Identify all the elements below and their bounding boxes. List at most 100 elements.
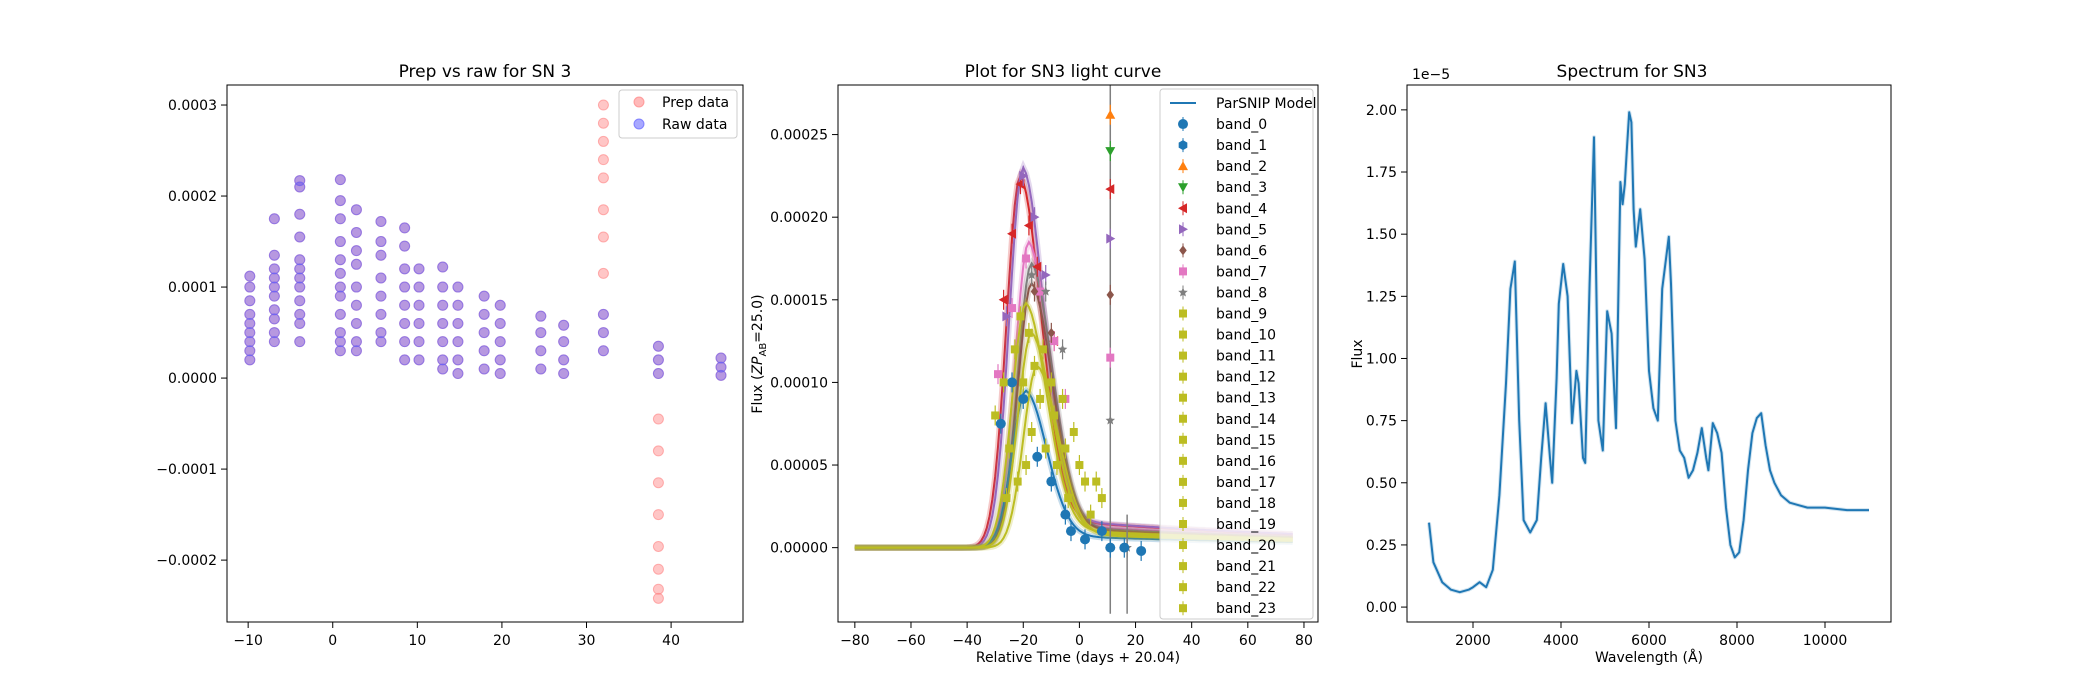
data-point bbox=[334, 174, 346, 186]
data-point bbox=[597, 231, 609, 243]
observation-marker bbox=[1010, 345, 1019, 354]
x-tick-label: 4000 bbox=[1543, 633, 1579, 649]
data-point bbox=[652, 477, 664, 489]
observation-marker bbox=[1060, 509, 1071, 520]
legend-label: band_0 bbox=[1216, 117, 1267, 133]
legend-label: band_11 bbox=[1216, 349, 1276, 365]
data-point bbox=[375, 308, 387, 320]
legend-label: band_9 bbox=[1216, 307, 1267, 323]
observation-marker bbox=[1075, 461, 1084, 470]
data-point bbox=[413, 336, 425, 348]
legend-marker bbox=[1179, 541, 1187, 550]
y-tick-label: −0.0001 bbox=[156, 462, 217, 478]
data-point bbox=[535, 310, 547, 322]
observation-marker bbox=[1097, 494, 1106, 503]
data-point bbox=[294, 295, 306, 307]
data-point bbox=[334, 267, 346, 279]
x-tick-label: 10 bbox=[408, 633, 426, 649]
data-point bbox=[244, 295, 256, 307]
observation-marker bbox=[1086, 510, 1095, 519]
legend-marker bbox=[1179, 456, 1187, 465]
x-tick-label: 60 bbox=[1239, 633, 1257, 649]
data-point bbox=[334, 345, 346, 357]
legend-label: band_19 bbox=[1216, 517, 1276, 533]
data-point bbox=[597, 204, 609, 216]
data-point bbox=[350, 299, 362, 311]
data-point bbox=[244, 354, 256, 366]
y-tick-label: 1.00 bbox=[1366, 351, 1397, 367]
observation-marker bbox=[1005, 444, 1014, 453]
x-tick-label: 10000 bbox=[1803, 633, 1848, 649]
legend-marker bbox=[1179, 414, 1187, 423]
observation-marker bbox=[1016, 312, 1025, 321]
data-point bbox=[268, 263, 280, 275]
data-point bbox=[715, 369, 727, 381]
x-tick-label: 20 bbox=[493, 633, 511, 649]
x-tick-label: −80 bbox=[840, 633, 870, 649]
plot-area bbox=[244, 99, 727, 604]
legend-label: band_7 bbox=[1216, 264, 1267, 280]
legend-label: band_12 bbox=[1216, 370, 1276, 386]
legend-marker bbox=[1179, 604, 1187, 613]
plot-area bbox=[1427, 110, 1869, 595]
tick-layer: 2000 4000 6000 8000 10000 0.00 0.25 0.50 0.75 1.0… bbox=[1366, 103, 1847, 649]
data-point bbox=[652, 583, 664, 595]
legend-label: band_8 bbox=[1216, 285, 1267, 301]
legend-marker bbox=[1178, 119, 1188, 130]
legend-marker bbox=[1179, 245, 1187, 256]
data-point bbox=[597, 327, 609, 339]
observation-marker bbox=[1027, 427, 1036, 436]
observation-marker bbox=[1002, 311, 1012, 322]
legend-marker bbox=[1178, 140, 1188, 151]
chart-title: Plot for SN3 light curve bbox=[965, 62, 1162, 82]
legend-marker bbox=[1179, 583, 1187, 592]
legend-marker bbox=[1178, 287, 1188, 297]
data-point bbox=[334, 213, 346, 225]
legend-label: band_17 bbox=[1216, 475, 1276, 491]
data-point bbox=[437, 261, 449, 273]
data-point bbox=[437, 317, 449, 329]
observation-marker bbox=[1069, 427, 1078, 436]
data-point bbox=[350, 204, 362, 216]
legend-label: band_1 bbox=[1216, 138, 1267, 154]
data-point bbox=[452, 354, 464, 366]
x-tick-label: −20 bbox=[1008, 633, 1038, 649]
y-tick-label: 0.00015 bbox=[770, 293, 828, 309]
data-point bbox=[478, 345, 490, 357]
y-tick-label: 0.0001 bbox=[168, 280, 217, 296]
data-point bbox=[478, 327, 490, 339]
data-point bbox=[294, 281, 306, 293]
y-tick-label: 1.25 bbox=[1366, 289, 1397, 305]
observation-marker bbox=[1119, 542, 1130, 553]
data-point bbox=[375, 327, 387, 339]
data-point bbox=[597, 154, 609, 166]
observation-marker bbox=[991, 411, 1000, 420]
observation-marker bbox=[1015, 179, 1025, 190]
legend-label: band_22 bbox=[1216, 580, 1276, 596]
observation-marker bbox=[1036, 287, 1045, 296]
data-point bbox=[399, 222, 411, 234]
data-point bbox=[494, 368, 506, 380]
observation-marker bbox=[1030, 286, 1039, 297]
observation-marker bbox=[999, 378, 1008, 387]
data-point bbox=[334, 195, 346, 207]
observation-marker bbox=[1019, 378, 1028, 387]
data-point bbox=[268, 213, 280, 225]
data-point bbox=[244, 281, 256, 293]
observation-marker bbox=[1007, 377, 1018, 388]
data-point bbox=[652, 563, 664, 575]
data-point bbox=[244, 327, 256, 339]
x-tick-label: 2000 bbox=[1455, 633, 1491, 649]
legend-label: ParSNIP Model bbox=[1216, 96, 1317, 112]
data-point bbox=[244, 345, 256, 357]
legend-label: band_10 bbox=[1216, 328, 1276, 344]
data-point bbox=[535, 363, 547, 375]
data-point bbox=[268, 272, 280, 284]
observation-marker bbox=[1007, 228, 1017, 239]
data-point bbox=[244, 336, 256, 348]
data-point bbox=[350, 245, 362, 257]
legend-marker bbox=[1179, 267, 1187, 276]
observation-marker bbox=[1064, 494, 1073, 503]
data-point bbox=[350, 226, 362, 238]
